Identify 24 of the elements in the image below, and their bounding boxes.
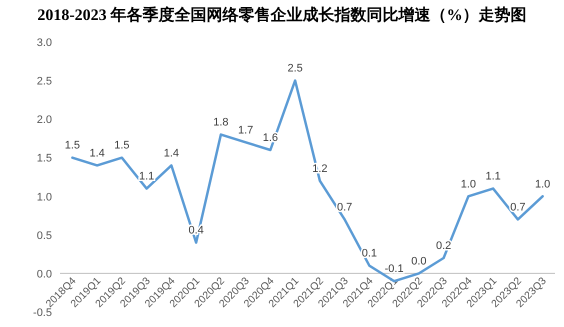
data-label: 1.7 (238, 124, 254, 136)
data-label: 1.1 (138, 170, 154, 183)
y-tick-label: 0.0 (36, 268, 52, 280)
data-label: 1.8 (213, 116, 229, 129)
data-label: 1.0 (460, 178, 476, 190)
data-label: 2.5 (287, 62, 303, 75)
data-label: 1.5 (64, 140, 80, 152)
y-tick-label: 2.5 (36, 76, 52, 88)
y-tick-label: 1.5 (36, 152, 52, 165)
data-label: 1.5 (114, 140, 130, 152)
y-tick-label: 1.0 (36, 191, 52, 204)
data-label: 0.7 (336, 201, 352, 214)
chart-title: 2018-2023 年各季度全国网络零售企业成长指数同比增速（%）走势图 (37, 5, 527, 24)
data-label: 1.4 (89, 147, 105, 160)
data-label: 1.4 (164, 147, 180, 160)
y-tick-label: -0.5 (33, 307, 52, 319)
data-label: -0.1 (384, 263, 404, 276)
y-tick-label: 2.0 (36, 114, 52, 126)
data-label: 1.1 (485, 170, 501, 183)
y-tick-label: 3.0 (36, 37, 52, 49)
data-label: 0.7 (510, 201, 526, 214)
data-label: 0.0 (411, 255, 427, 268)
y-tick-label: 0.5 (36, 230, 52, 242)
data-label: 1.0 (534, 178, 550, 190)
